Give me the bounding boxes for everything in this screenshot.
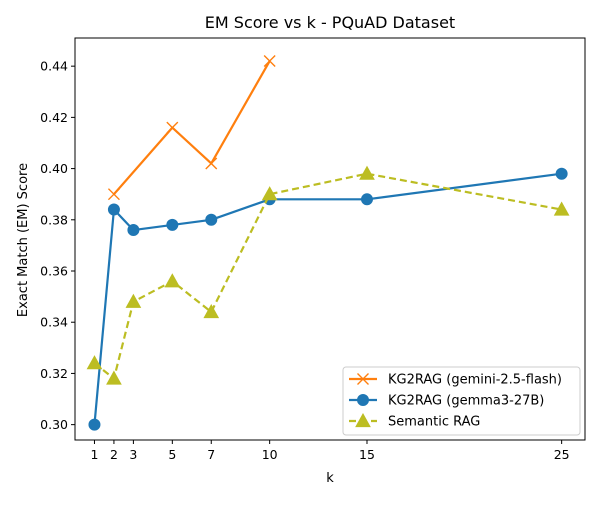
data-point (263, 55, 276, 68)
data-point (107, 188, 120, 201)
y-tick-label: 0.30 (40, 417, 68, 432)
data-point (86, 355, 103, 370)
x-tick-label: 7 (207, 447, 215, 462)
y-tick-label: 0.38 (40, 212, 68, 227)
x-tick-label: 1 (90, 447, 98, 462)
series-line (93, 172, 562, 380)
y-tick-label: 0.42 (40, 110, 68, 125)
data-point (261, 186, 278, 201)
data-point (555, 167, 568, 180)
data-point (205, 157, 218, 170)
ticks-layer: 1 2 3 5 7 10 15 25 0.30 0.32 0.34 0.36 0.38 0.40 0.42 0… (40, 59, 569, 462)
legend-box (342, 366, 581, 436)
y-tick-label: 0.40 (40, 161, 68, 176)
x-tick-label: 2 (110, 447, 118, 462)
y-tick-label: 0.44 (40, 59, 68, 74)
x-tick-label: 5 (168, 447, 176, 462)
series-2 (86, 165, 570, 385)
data-point (166, 121, 179, 134)
data-point (360, 193, 373, 206)
series-1 (88, 167, 568, 431)
legend-label: KG2RAG (gemini-2.5-flash) (388, 373, 562, 388)
series-line (113, 60, 271, 195)
y-tick-label: 0.36 (40, 264, 68, 279)
legend-marker (357, 373, 369, 385)
legend: KG2RAG (gemini-2.5-flash) KG2RAG (gemma3-… (342, 366, 581, 436)
legend-marker (355, 412, 371, 428)
x-axis-label: k (326, 471, 334, 486)
y-tick-label: 0.34 (40, 315, 68, 330)
data-point (553, 201, 570, 216)
series-0 (107, 55, 276, 201)
data-point (88, 418, 101, 431)
y-tick-label: 0.32 (40, 366, 68, 381)
x-tick-label: 10 (262, 447, 278, 462)
data-point (125, 293, 142, 308)
legend-marker (357, 394, 369, 406)
data-point (107, 203, 120, 216)
series-layer (86, 55, 570, 431)
y-axis-label: Exact Match (EM) Score (16, 163, 31, 317)
data-point (164, 273, 181, 288)
legend-label: Semantic RAG (388, 415, 480, 430)
legend-label: KG2RAG (gemma3-27B) (388, 394, 544, 409)
data-point (106, 370, 122, 385)
chart-title: EM Score vs k - PQuAD Dataset (205, 13, 455, 32)
plot-frame (74, 37, 586, 441)
data-point (166, 218, 179, 231)
x-tick-label: 15 (359, 447, 375, 462)
data-point (203, 303, 220, 319)
x-tick-label: 25 (554, 447, 570, 462)
data-point (359, 165, 375, 180)
data-point (205, 213, 218, 226)
x-tick-label: 3 (129, 447, 137, 462)
data-point (127, 224, 140, 237)
